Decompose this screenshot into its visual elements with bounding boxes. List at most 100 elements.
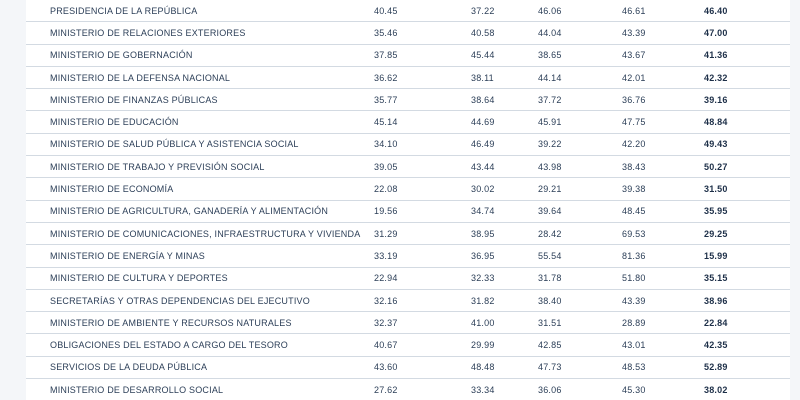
value-cell-2: 44.69: [471, 117, 495, 128]
value-cell-5: 46.40: [704, 5, 728, 16]
value-cell-1: 34.10: [374, 139, 398, 150]
value-cell-1: 35.77: [374, 94, 398, 105]
value-cell-5: 50.27: [704, 161, 728, 172]
value-cell-3: 31.51: [538, 317, 562, 328]
entity-name-cell: MINISTERIO DE RELACIONES EXTERIORES: [50, 27, 246, 38]
table-row: MINISTERIO DE AGRICULTURA, GANADERÍA Y A…: [26, 201, 790, 223]
value-cell-2: 46.49: [471, 139, 495, 150]
value-cell-2: 32.33: [471, 273, 495, 284]
value-cell-3: 29.21: [538, 184, 562, 195]
value-cell-3: 43.98: [538, 161, 562, 172]
entity-name-cell: PRESIDENCIA DE LA REPÚBLICA: [50, 5, 198, 16]
value-cell-5: 39.16: [704, 94, 728, 105]
value-cell-5: 29.25: [704, 228, 728, 239]
entity-name-cell: MINISTERIO DE EDUCACIÓN: [50, 117, 179, 128]
table-row: MINISTERIO DE ENERGÍA Y MINAS 33.19 36.95 5…: [26, 245, 790, 268]
table-row: MINISTERIO DE GOBERNACIÓN 37.85 45.44 38.65…: [26, 45, 790, 67]
entity-name-cell: MINISTERIO DE ENERGÍA Y MINAS: [50, 250, 205, 261]
value-cell-4: 38.43: [622, 161, 646, 172]
table-row: MINISTERIO DE CULTURA Y DEPORTES 22.94 32.…: [26, 268, 790, 290]
value-cell-2: 43.44: [471, 161, 495, 172]
value-cell-1: 40.45: [374, 5, 398, 16]
entity-name-cell: MINISTERIO DE GOBERNACIÓN: [50, 50, 193, 61]
value-cell-3: 47.73: [538, 362, 562, 373]
value-cell-5: 48.84: [704, 117, 728, 128]
value-cell-4: 43.01: [622, 340, 646, 351]
value-cell-5: 35.95: [704, 206, 728, 217]
entity-name-cell: MINISTERIO DE AMBIENTE Y RECURSOS NATURA…: [50, 317, 292, 328]
value-cell-4: 69.53: [622, 228, 646, 239]
value-cell-1: 32.16: [374, 295, 398, 306]
entity-name-cell: MINISTERIO DE AGRICULTURA, GANADERÍA Y A…: [50, 206, 329, 217]
value-cell-3: 39.64: [538, 206, 562, 217]
value-cell-2: 29.99: [471, 340, 495, 351]
value-cell-4: 43.39: [622, 295, 646, 306]
value-cell-2: 33.34: [471, 384, 495, 395]
value-cell-4: 81.36: [622, 250, 646, 261]
value-cell-4: 39.38: [622, 184, 646, 195]
table-row: MINISTERIO DE ECONOMÍA 22.08 30.02 29.21 39.…: [26, 178, 790, 201]
value-cell-2: 45.44: [471, 50, 495, 61]
value-cell-4: 51.80: [622, 273, 646, 284]
value-cell-3: 38.65: [538, 50, 562, 61]
value-cell-4: 48.45: [622, 206, 646, 217]
value-cell-5: 47.00: [704, 27, 728, 38]
value-cell-3: 44.04: [538, 27, 562, 38]
entity-name-cell: MINISTERIO DE CULTURA Y DEPORTES: [50, 273, 228, 284]
entity-name-cell: MINISTERIO DE ECONOMÍA: [50, 184, 174, 195]
value-cell-3: 46.06: [538, 5, 562, 16]
value-cell-5: 42.32: [704, 72, 728, 83]
table-row: MINISTERIO DE RELACIONES EXTERIORES 35.46…: [26, 22, 790, 45]
entity-name-cell: MINISTERIO DE SALUD PÚBLICA Y ASISTENCIA…: [50, 139, 299, 150]
table-row: MINISTERIO DE AMBIENTE Y RECURSOS NATURA…: [26, 312, 790, 335]
value-cell-3: 45.91: [538, 117, 562, 128]
value-cell-5: 42.35: [704, 340, 728, 351]
value-cell-1: 22.94: [374, 273, 398, 284]
value-cell-5: 49.43: [704, 139, 728, 150]
value-cell-5: 22.84: [704, 317, 728, 328]
value-cell-3: 28.42: [538, 228, 562, 239]
execution-table: PRESIDENCIA DE LA REPÚBLICA 40.45 37.22 46.…: [26, 0, 790, 400]
value-cell-2: 38.11: [471, 72, 494, 83]
value-cell-5: 31.50: [704, 184, 728, 195]
value-cell-3: 37.72: [538, 94, 562, 105]
value-cell-4: 48.53: [622, 362, 646, 373]
value-cell-2: 37.22: [471, 5, 495, 16]
value-cell-5: 38.02: [704, 384, 728, 395]
table-row: PRESIDENCIA DE LA REPÚBLICA 40.45 37.22 46.…: [26, 0, 790, 23]
value-cell-1: 32.37: [374, 317, 398, 328]
entity-name-cell: SECRETARÍAS Y OTRAS DEPENDENCIAS DEL EJE…: [50, 295, 310, 306]
table-row: MINISTERIO DE SALUD PÚBLICA Y ASISTENCIA…: [26, 134, 790, 157]
table-row: SECRETARÍAS Y OTRAS DEPENDENCIAS DEL EJE…: [26, 290, 790, 313]
value-cell-1: 35.46: [374, 27, 398, 38]
table-row: OBLIGACIONES DEL ESTADO A CARGO DEL TESO…: [26, 334, 790, 357]
value-cell-1: 22.08: [374, 184, 398, 195]
value-cell-2: 38.64: [471, 94, 495, 105]
value-cell-3: 31.78: [538, 273, 562, 284]
value-cell-2: 31.82: [471, 295, 495, 306]
value-cell-3: 39.22: [538, 139, 562, 150]
table-row: MINISTERIO DE DESARROLLO SOCIAL 27.62 33.3…: [26, 379, 790, 400]
value-cell-2: 34.74: [471, 206, 495, 217]
entity-name-cell: MINISTERIO DE DESARROLLO SOCIAL: [50, 384, 224, 395]
value-cell-4: 46.61: [622, 5, 646, 16]
value-cell-5: 52.89: [704, 362, 728, 373]
value-cell-3: 38.40: [538, 295, 562, 306]
value-cell-3: 36.06: [538, 384, 562, 395]
entity-name-cell: MINISTERIO DE LA DEFENSA NACIONAL: [50, 72, 231, 83]
table-row: SERVICIOS DE LA DEUDA PÚBLICA 43.60 48.48 4…: [26, 357, 790, 380]
value-cell-4: 43.67: [622, 50, 646, 61]
value-cell-4: 43.39: [622, 27, 646, 38]
table-row: MINISTERIO DE EDUCACIÓN 45.14 44.69 45.91 47…: [26, 111, 790, 134]
entity-name-cell: SERVICIOS DE LA DEUDA PÚBLICA: [50, 362, 208, 373]
value-cell-3: 44.14: [538, 72, 562, 83]
entity-name-cell: MINISTERIO DE COMUNICACIONES, INFRAESTRU…: [50, 228, 361, 239]
value-cell-4: 42.01: [622, 72, 646, 83]
value-cell-2: 41.00: [471, 317, 495, 328]
entity-name-cell: MINISTERIO DE FINANZAS PÚBLICAS: [50, 94, 218, 105]
value-cell-2: 36.95: [471, 250, 495, 261]
value-cell-1: 36.62: [374, 72, 398, 83]
value-cell-1: 33.19: [374, 250, 398, 261]
value-cell-2: 48.48: [471, 362, 495, 373]
value-cell-2: 30.02: [471, 184, 495, 195]
